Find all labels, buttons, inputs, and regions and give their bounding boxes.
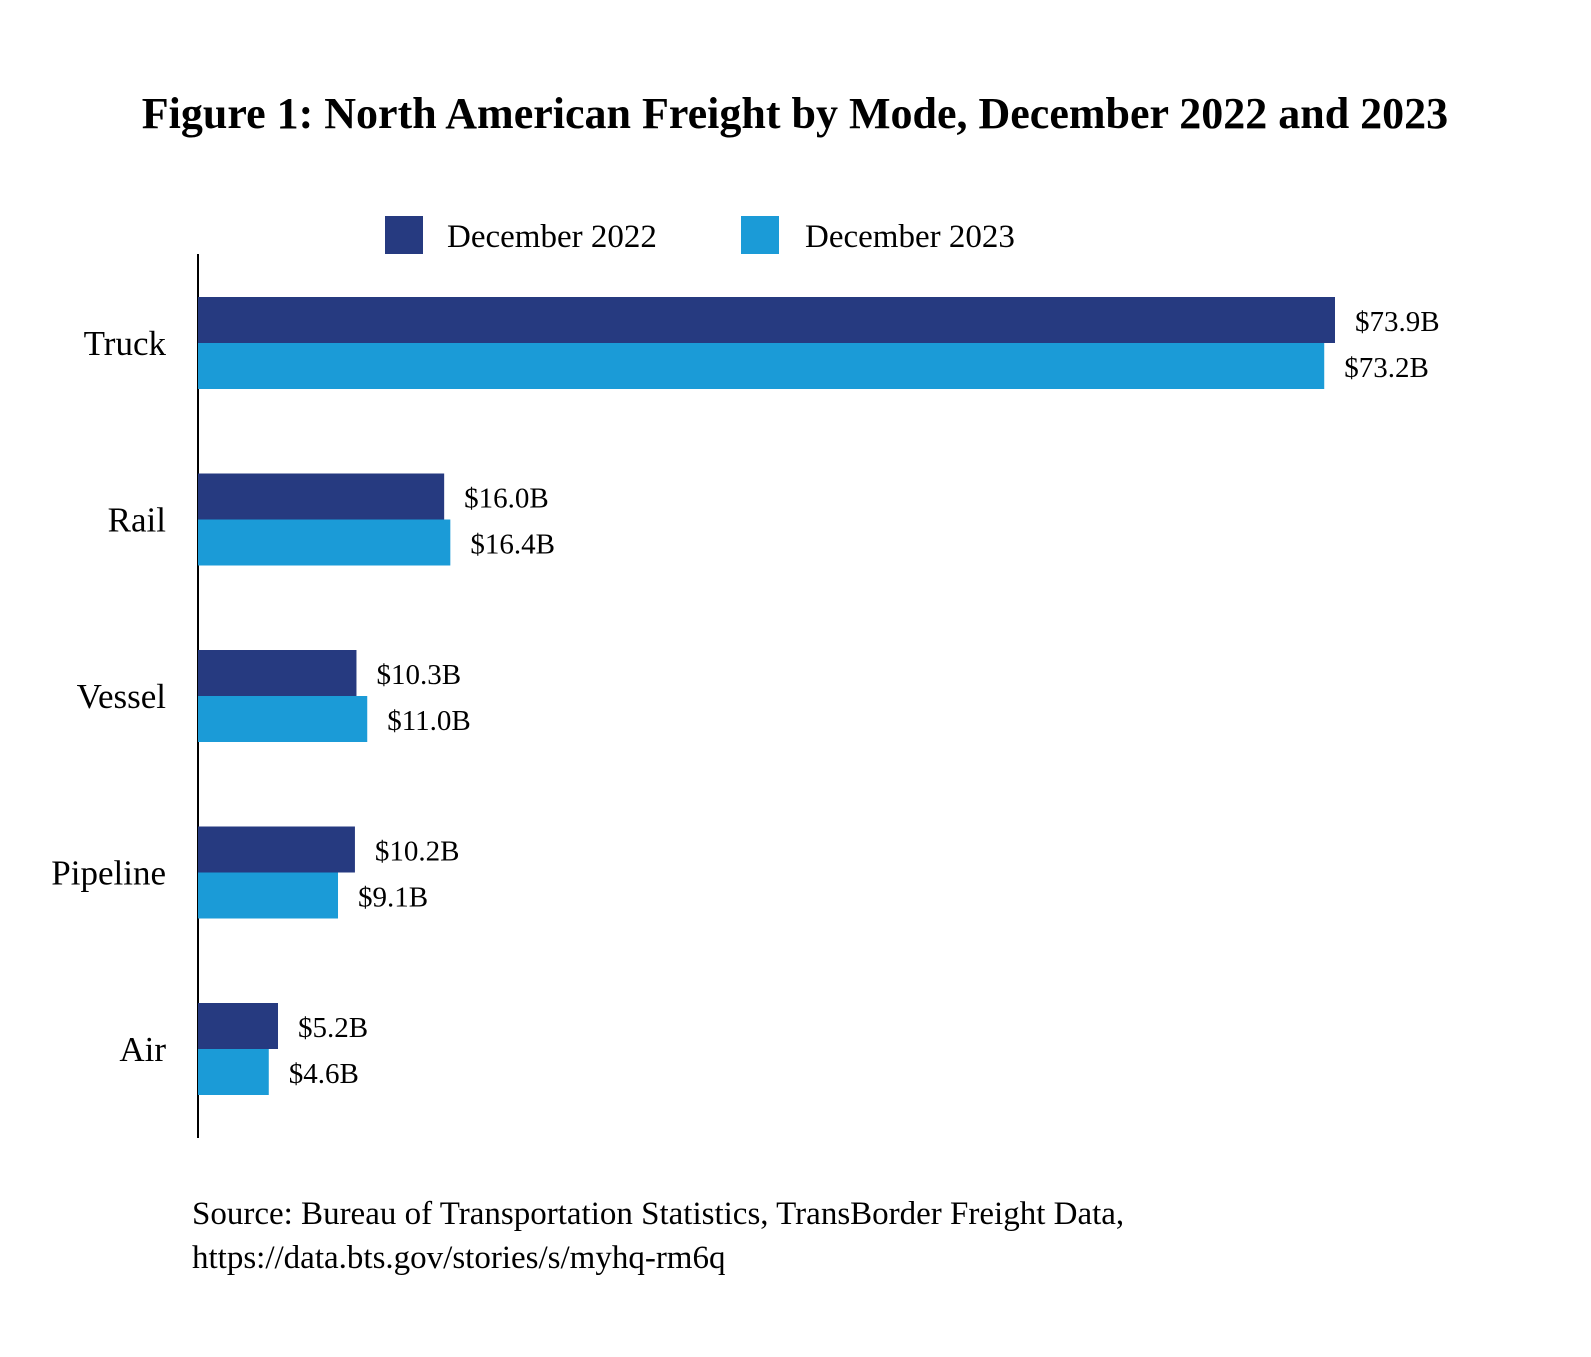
value-label-vessel-december-2022: $10.3B xyxy=(376,659,461,691)
category-label-vessel: Vessel xyxy=(77,677,167,716)
legend: December 2022 December 2023 xyxy=(385,216,1015,255)
source-line-1: Source: Bureau of Transportation Statist… xyxy=(192,1196,1125,1232)
legend-label-december-2022: December 2022 xyxy=(447,219,657,255)
bar-vessel-december-2023 xyxy=(198,696,368,742)
bar-pipeline-december-2022 xyxy=(198,826,355,873)
category-label-rail: Rail xyxy=(108,501,167,540)
bar-rail-december-2022 xyxy=(198,473,445,520)
chart-title: Figure 1: North American Freight by Mode… xyxy=(142,89,1448,138)
value-label-truck-december-2022: $73.9B xyxy=(1355,306,1440,338)
bar-air-december-2023 xyxy=(198,1049,269,1095)
bar-pipeline-december-2023 xyxy=(198,872,339,919)
bar-truck-december-2022 xyxy=(198,297,1335,343)
category-label-pipeline: Pipeline xyxy=(51,854,166,893)
value-label-rail-december-2022: $16.0B xyxy=(464,483,549,515)
value-label-vessel-december-2023: $11.0B xyxy=(387,705,471,737)
source-note: Source: Bureau of Transportation Statist… xyxy=(192,1192,1492,1280)
bar-vessel-december-2022 xyxy=(198,650,357,696)
value-label-pipeline-december-2022: $10.2B xyxy=(375,836,460,868)
legend-swatch-december-2022 xyxy=(385,216,423,254)
legend-swatch-december-2023 xyxy=(741,216,779,254)
value-label-rail-december-2023: $16.4B xyxy=(470,529,555,561)
category-label-air: Air xyxy=(119,1030,166,1069)
category-label-truck: Truck xyxy=(84,324,167,363)
source-url: https://data.bts.gov/stories/s/myhq-rm6q xyxy=(192,1240,726,1276)
bar-rail-december-2023 xyxy=(198,519,451,566)
value-label-air-december-2022: $5.2B xyxy=(298,1012,368,1044)
value-label-pipeline-december-2023: $9.1B xyxy=(358,882,428,914)
bar-air-december-2022 xyxy=(198,1003,279,1049)
value-label-air-december-2023: $4.6B xyxy=(289,1058,359,1090)
bar-truck-december-2023 xyxy=(198,343,1325,389)
value-label-truck-december-2023: $73.2B xyxy=(1344,352,1429,384)
legend-label-december-2023: December 2023 xyxy=(805,219,1015,255)
bars-layer: Truck $73.9B $73.2B Rail $16.0B $16.4B Vessel $… xyxy=(51,297,1440,1095)
